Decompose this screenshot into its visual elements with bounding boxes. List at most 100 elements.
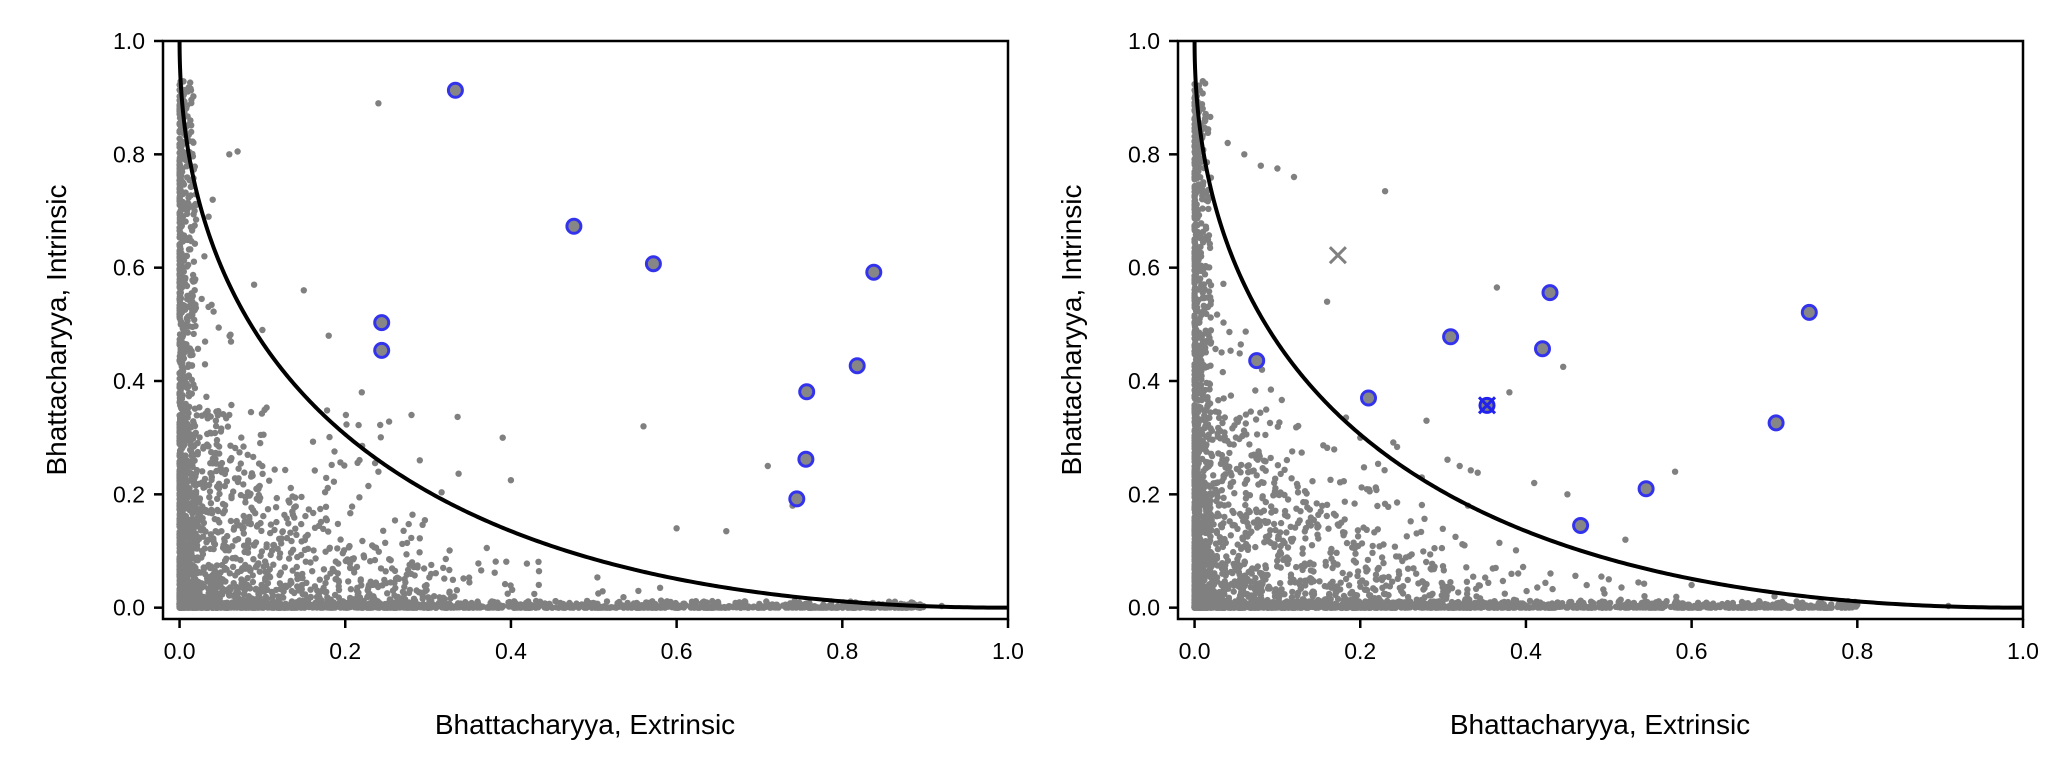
background-point bbox=[179, 485, 185, 491]
background-point bbox=[179, 406, 185, 412]
background-point bbox=[178, 173, 184, 179]
y-tick-label: 0.8 bbox=[113, 141, 145, 167]
background-point bbox=[692, 604, 698, 610]
background-point bbox=[177, 417, 183, 423]
background-point bbox=[506, 603, 512, 609]
background-point bbox=[341, 547, 347, 553]
background-point bbox=[368, 579, 374, 585]
background-point bbox=[228, 457, 234, 463]
background-point bbox=[321, 566, 327, 572]
background-point bbox=[285, 520, 291, 526]
background-point bbox=[202, 338, 208, 344]
background-point bbox=[238, 568, 244, 574]
background-point bbox=[176, 429, 182, 435]
background-point bbox=[197, 525, 203, 531]
background-point bbox=[178, 456, 184, 462]
background-point bbox=[195, 569, 201, 575]
background-point bbox=[208, 598, 214, 604]
background-point bbox=[275, 546, 281, 552]
background-point bbox=[409, 512, 415, 518]
background-point bbox=[392, 517, 398, 523]
background-point bbox=[232, 537, 238, 543]
background-point bbox=[1196, 153, 1202, 159]
background-point bbox=[672, 605, 678, 611]
background-point bbox=[207, 546, 213, 552]
background-point bbox=[268, 552, 274, 558]
y-tick-label: 0.6 bbox=[113, 255, 145, 281]
background-point bbox=[208, 449, 214, 455]
background-point bbox=[188, 290, 194, 296]
background-point bbox=[177, 141, 183, 147]
background-point bbox=[245, 520, 251, 526]
background-point bbox=[282, 564, 288, 570]
background-point bbox=[333, 576, 339, 582]
background-point bbox=[212, 430, 218, 436]
highlighted-point bbox=[867, 265, 881, 279]
background-point bbox=[286, 603, 292, 609]
highlighted-point bbox=[850, 359, 864, 373]
background-point bbox=[555, 604, 561, 610]
background-point bbox=[386, 556, 392, 562]
background-point bbox=[246, 584, 252, 590]
background-point bbox=[226, 151, 232, 157]
background-point bbox=[205, 304, 211, 310]
background-point bbox=[228, 518, 234, 524]
background-point bbox=[260, 432, 266, 438]
background-point bbox=[267, 530, 273, 536]
background-point bbox=[1191, 314, 1197, 320]
background-point bbox=[257, 520, 263, 526]
background-point bbox=[232, 445, 238, 451]
background-point bbox=[322, 601, 328, 607]
background-point bbox=[1191, 226, 1197, 232]
background-point bbox=[266, 478, 272, 484]
background-point bbox=[241, 513, 247, 519]
background-point bbox=[250, 454, 256, 460]
background-point bbox=[486, 603, 492, 609]
background-point bbox=[215, 517, 221, 523]
highlighted-point bbox=[567, 219, 581, 233]
background-point bbox=[247, 568, 253, 574]
background-point bbox=[1208, 282, 1214, 288]
background-point bbox=[783, 604, 789, 610]
background-point bbox=[1193, 132, 1199, 138]
background-point bbox=[186, 121, 192, 127]
background-point bbox=[1198, 371, 1204, 377]
background-point bbox=[446, 589, 452, 595]
background-point bbox=[1699, 603, 1705, 609]
background-point bbox=[259, 463, 265, 469]
background-point bbox=[190, 140, 196, 146]
background-point bbox=[411, 604, 417, 610]
background-point bbox=[176, 225, 182, 231]
background-point bbox=[703, 605, 709, 611]
background-point bbox=[213, 423, 219, 429]
background-point bbox=[262, 595, 268, 601]
background-point bbox=[446, 547, 452, 553]
background-point bbox=[514, 604, 520, 610]
background-point bbox=[323, 475, 329, 481]
background-point bbox=[230, 564, 236, 570]
background-point bbox=[1191, 371, 1197, 377]
background-point bbox=[317, 506, 323, 512]
background-point bbox=[191, 574, 197, 580]
background-point bbox=[484, 545, 490, 551]
background-point bbox=[1625, 599, 1631, 605]
background-point bbox=[273, 504, 279, 510]
background-point bbox=[178, 374, 184, 380]
background-point bbox=[347, 595, 353, 601]
background-point bbox=[298, 521, 304, 527]
background-point bbox=[1208, 340, 1214, 346]
background-point bbox=[206, 509, 212, 515]
background-point bbox=[1201, 118, 1207, 124]
background-point bbox=[253, 539, 259, 545]
background-point bbox=[423, 582, 429, 588]
background-point bbox=[309, 568, 315, 574]
background-point bbox=[378, 434, 384, 440]
background-point bbox=[255, 486, 261, 492]
background-point bbox=[324, 407, 330, 413]
background-point bbox=[1195, 386, 1201, 392]
background-point bbox=[738, 605, 744, 611]
background-point bbox=[219, 460, 225, 466]
background-point bbox=[726, 603, 732, 609]
background-point bbox=[402, 603, 408, 609]
background-point bbox=[210, 308, 216, 314]
